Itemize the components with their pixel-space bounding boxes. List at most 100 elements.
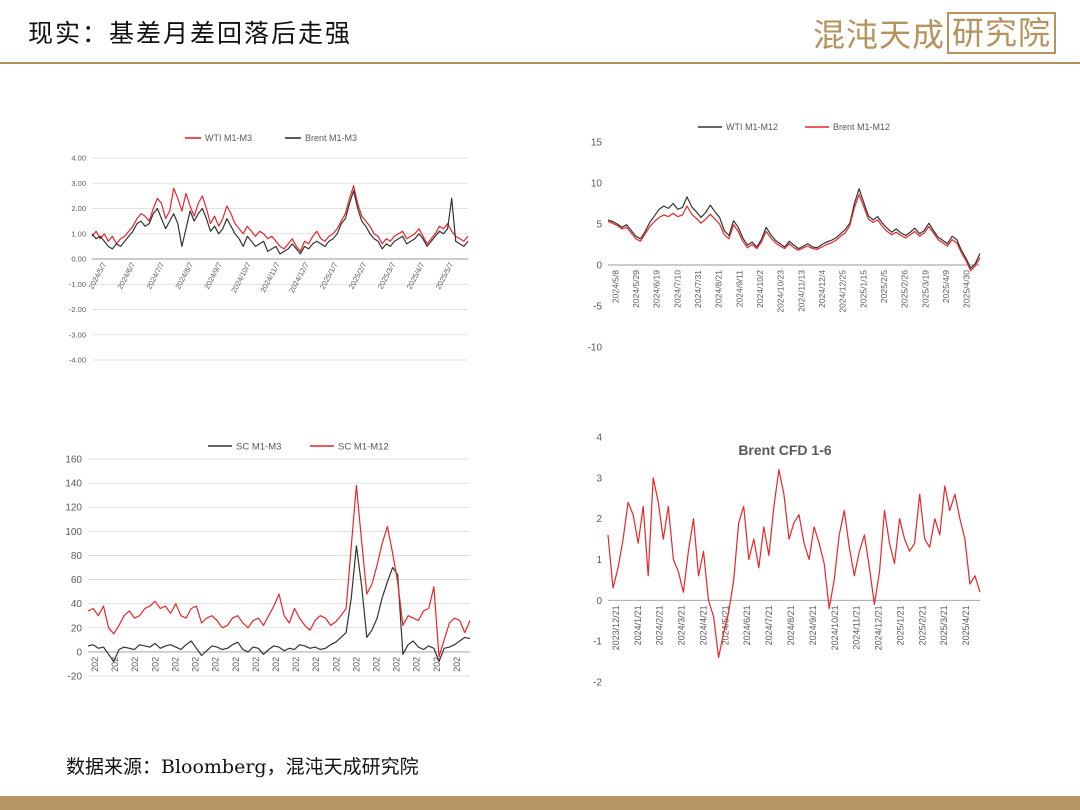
x-tick-label: 2025/5/7 [434,261,456,291]
y-tick-label: -3.00 [69,330,86,339]
x-tick-label: 2025/2/7 [347,261,369,291]
x-tick-label: 2024/5/8 [610,270,620,303]
x-tick-label: 202 [130,657,140,672]
y-tick-label: 1 [596,555,602,566]
y-tick-label: 1.00 [71,229,86,238]
footer-bar [0,796,1080,810]
x-tick-label: 2024/7/21 [764,605,774,645]
x-tick-label: 2024/9/11 [734,270,744,307]
y-tick-label: 20 [71,623,83,634]
x-tick-label: 2024/11/21 [852,605,862,649]
x-tick-label: 2025/1/21 [895,605,905,645]
header-divider [0,62,1080,64]
x-tick-label: 2024/5/29 [631,270,641,308]
x-tick-label: 2024/3/21 [677,605,687,645]
x-tick-label: 2024/7/7 [144,261,166,291]
y-tick-label: 15 [591,138,603,149]
x-tick-label: 2025/4/7 [405,261,427,291]
y-tick-label: 120 [65,503,82,514]
x-tick-label: 2024/7/31 [693,270,703,308]
series-line-wti-m1-m12 [607,188,981,269]
chart-brent-cfd-1-6: 4 3 2 1 0 -1 -2 2023/12/21 2024/1/21 2024/2/21 202… [593,433,981,689]
y-tick-label: -4.00 [69,356,86,365]
series-line-brent-m1-m12 [607,193,981,272]
x-tick-label: 2024/10/21 [830,605,840,650]
chart-title: Brent CFD 1-6 [738,442,832,458]
y-tick-label: 0 [76,647,82,658]
x-tick-label: 2024/12/4 [817,270,827,308]
legend-label: Brent M1-M3 [305,133,357,143]
x-tick-label: 202 [392,657,402,672]
y-tick-label: 10 [591,179,603,190]
y-tick-label: -1 [593,637,602,648]
series-line-sc-m1-m3 [87,545,471,663]
y-tick-label: 40 [71,599,83,610]
series-line-wti-m1-m3 [91,185,469,252]
x-tick-label: 2024/11/13 [796,270,806,312]
x-tick-label: 202 [191,657,201,672]
x-tick-label: 202 [211,657,221,672]
chart-wti-brent-m1-m3: 4.00 3.00 2.00 1.00 0.00 -1.00 -2.00 -3.00 -4.00… [69,133,469,365]
x-tick-label: 2024/10/7 [229,261,253,295]
y-tick-label: 3.00 [71,179,86,188]
x-tick-label: 2024/4/21 [698,605,708,645]
x-tick-label: 2025/3/21 [939,605,949,645]
y-tick-label: 80 [71,551,83,562]
x-tick-label: 202 [311,657,321,672]
y-tick-label: -2.00 [69,305,86,314]
x-tick-label: 2024/12/21 [874,605,884,650]
y-tick-label: -2 [593,678,602,689]
x-tick-label: 2024/12/7 [287,261,311,295]
x-tick-label: 202 [170,657,180,672]
x-tick-label: 202 [412,657,422,672]
y-tick-label: -10 [588,343,603,354]
chart-wti-brent-m1-m12: 15 10 5 0 -5 -10 2024/5/8 2024/5/29 2024/6/19 202… [588,122,981,354]
y-tick-label: 3 [596,473,602,484]
data-source-note: 数据来源：Bloomberg，混沌天成研究院 [66,756,419,778]
series-line-brent-m1-m3 [91,190,469,255]
x-tick-label: 202 [372,657,382,672]
x-tick-label: 2025/1/15 [858,270,868,308]
y-tick-label: 60 [71,575,83,586]
x-tick-label: 2025/4/9 [941,270,951,303]
x-tick-label: 2024/9/7 [202,261,224,291]
x-tick-label: 2025/1/7 [318,261,340,291]
x-tick-label: 202 [351,657,361,672]
x-tick-label: 2024/10/23 [776,270,786,313]
x-tick-label: 2024/11/7 [258,261,281,294]
x-tick-label: 2025/3/7 [376,261,398,291]
brand-logo: 混沌天成 研究院 [813,10,1056,56]
x-tick-label: 202 [251,657,261,672]
x-tick-label: 2024/8/7 [173,261,195,291]
x-tick-label: 2024/2/21 [655,605,665,645]
x-tick-label: 202 [150,657,160,672]
y-tick-label: 5 [596,220,602,231]
y-tick-label: 0 [596,596,602,607]
series-line-sc-m1-m12 [87,484,471,658]
x-tick-label: 202 [432,657,442,672]
logo-text: 混沌天成 [812,16,945,54]
x-tick-label: 202 [331,657,341,672]
series-line-main [607,469,981,659]
x-tick-label: 2023/12/21 [611,605,621,650]
legend-label: Brent M1-M12 [833,122,890,132]
y-tick-label: 140 [65,479,82,490]
y-tick-label: 2.00 [71,204,86,213]
x-tick-label: 2025/2/26 [900,270,910,308]
legend-label: WTI M1-M3 [205,133,252,143]
x-tick-label: 202 [231,657,241,672]
y-tick-label: 0 [596,261,602,272]
x-tick-label: 2024/1/21 [633,605,643,645]
y-tick-label: 4 [596,433,602,444]
x-tick-label: 202 [90,657,100,672]
x-tick-label: 2024/8/21 [786,605,796,645]
x-tick-label: 2024/6/19 [652,270,662,308]
x-tick-label: 2025/2/5 [879,270,889,303]
y-tick-label: -1.00 [69,280,86,289]
x-tick-label: 202 [452,657,462,672]
x-tick-label: 202 [291,657,301,672]
legend-label: SC M1-M3 [236,441,281,452]
legend-label: WTI M1-M12 [726,122,778,132]
x-tick-label: 2024/10/2 [755,270,765,308]
x-tick-label: 2025/3/19 [920,270,930,308]
